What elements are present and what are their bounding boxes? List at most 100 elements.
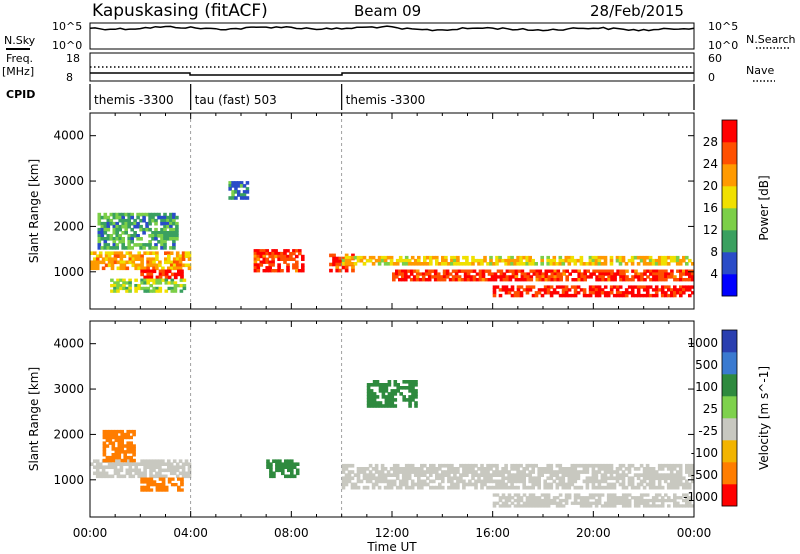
- power-cell: [341, 262, 346, 266]
- power-cell: [490, 278, 495, 282]
- power-cell: [118, 227, 122, 232]
- velocity-cell: [378, 386, 383, 390]
- power-cell: [601, 278, 605, 282]
- velocity-cell: [558, 482, 563, 487]
- velocity-cell: [120, 432, 124, 437]
- velocity-cell: [167, 462, 171, 466]
- power-cell: [508, 275, 513, 279]
- velocity-cell: [519, 498, 524, 503]
- velocity-cell: [281, 465, 285, 469]
- power-cell: [544, 278, 549, 282]
- velocity-cell: [672, 463, 677, 468]
- velocity-cell: [362, 473, 367, 477]
- power-cell: [301, 254, 305, 259]
- velocity-colorbar-tick-label: -25: [698, 424, 718, 438]
- power-cell: [164, 275, 169, 280]
- velocity-cell: [146, 462, 150, 466]
- velocity-cell: [93, 471, 97, 476]
- velocity-cell: [525, 498, 530, 503]
- power-cell: [113, 260, 118, 265]
- power-cell: [585, 293, 590, 298]
- velocity-cell: [612, 470, 617, 474]
- power-cell: [529, 278, 534, 282]
- power-cell: [395, 275, 399, 279]
- beam-title: Beam 09: [354, 2, 421, 20]
- velocity-cell: [102, 458, 107, 463]
- velocity-cell: [149, 483, 154, 487]
- velocity-cell: [525, 496, 530, 500]
- power-cell: [242, 190, 247, 194]
- velocity-cell: [117, 450, 122, 454]
- power-cell: [493, 272, 498, 276]
- power-cell: [259, 251, 264, 256]
- velocity-cell: [128, 465, 133, 469]
- power-cell: [329, 268, 333, 273]
- velocity-cell: [101, 474, 106, 479]
- power-cell: [163, 234, 167, 238]
- velocity-cell: [552, 473, 557, 477]
- power-cell: [673, 278, 677, 282]
- velocity-cell: [597, 467, 602, 471]
- power-cell: [558, 255, 563, 260]
- velocity-cell: [447, 463, 451, 468]
- velocity-cell: [389, 467, 394, 471]
- power-cell: [180, 272, 184, 277]
- velocity-cell: [350, 470, 355, 474]
- velocity-cell: [117, 444, 122, 448]
- velocity-cell: [639, 473, 644, 477]
- velocity-cell: [169, 462, 174, 466]
- velocity-cell: [435, 470, 439, 474]
- velocity-cell: [369, 401, 374, 405]
- velocity-cell: [654, 504, 659, 508]
- power-cell: [597, 293, 602, 298]
- power-cell: [140, 263, 144, 268]
- velocity-cell: [368, 470, 373, 474]
- power-cell: [139, 212, 143, 217]
- power-cell: [175, 257, 180, 261]
- velocity-cell: [114, 435, 119, 440]
- power-cell: [558, 258, 563, 263]
- station-title: Kapuskasing (fitACF): [92, 1, 268, 21]
- x-axis-label: Time UT: [366, 540, 417, 554]
- power-cell: [688, 293, 692, 298]
- velocity-cell: [169, 465, 174, 469]
- velocity-cell: [597, 498, 602, 503]
- velocity-cell: [164, 488, 169, 492]
- power-cell: [517, 269, 522, 273]
- velocity-cell: [366, 386, 371, 390]
- power-cell: [395, 258, 400, 263]
- velocity-cell: [510, 496, 515, 500]
- power-cell: [271, 249, 275, 253]
- velocity-cell: [609, 501, 614, 505]
- power-cell: [106, 224, 111, 229]
- power-cell: [112, 231, 117, 235]
- velocity-cell: [146, 483, 151, 487]
- power-cell: [564, 288, 569, 292]
- power-cell: [172, 237, 176, 241]
- power-cell: [173, 272, 178, 277]
- velocity-cell: [495, 501, 500, 505]
- velocity-cell: [395, 473, 400, 477]
- power-cell: [595, 275, 599, 279]
- power-cell: [513, 258, 517, 263]
- power-cell: [469, 275, 474, 279]
- velocity-cell: [108, 441, 113, 445]
- velocity-cell: [543, 504, 548, 508]
- power-cell: [122, 284, 126, 288]
- velocity-cell: [685, 496, 689, 500]
- power-cell: [439, 275, 444, 279]
- power-cell: [173, 286, 178, 291]
- velocity-cell: [377, 470, 382, 474]
- freq-tick-bottom: 8: [66, 71, 73, 84]
- velocity-cell: [657, 498, 662, 503]
- power-cell: [140, 269, 144, 274]
- velocity-cell: [114, 450, 119, 454]
- velocity-cell: [639, 479, 644, 484]
- power-cell: [639, 255, 644, 260]
- velocity-cell: [131, 468, 136, 473]
- velocity-cell: [184, 471, 189, 476]
- power-cell: [125, 251, 130, 255]
- power-cell: [660, 293, 665, 298]
- power-cell: [142, 218, 146, 223]
- velocity-cell: [666, 473, 671, 477]
